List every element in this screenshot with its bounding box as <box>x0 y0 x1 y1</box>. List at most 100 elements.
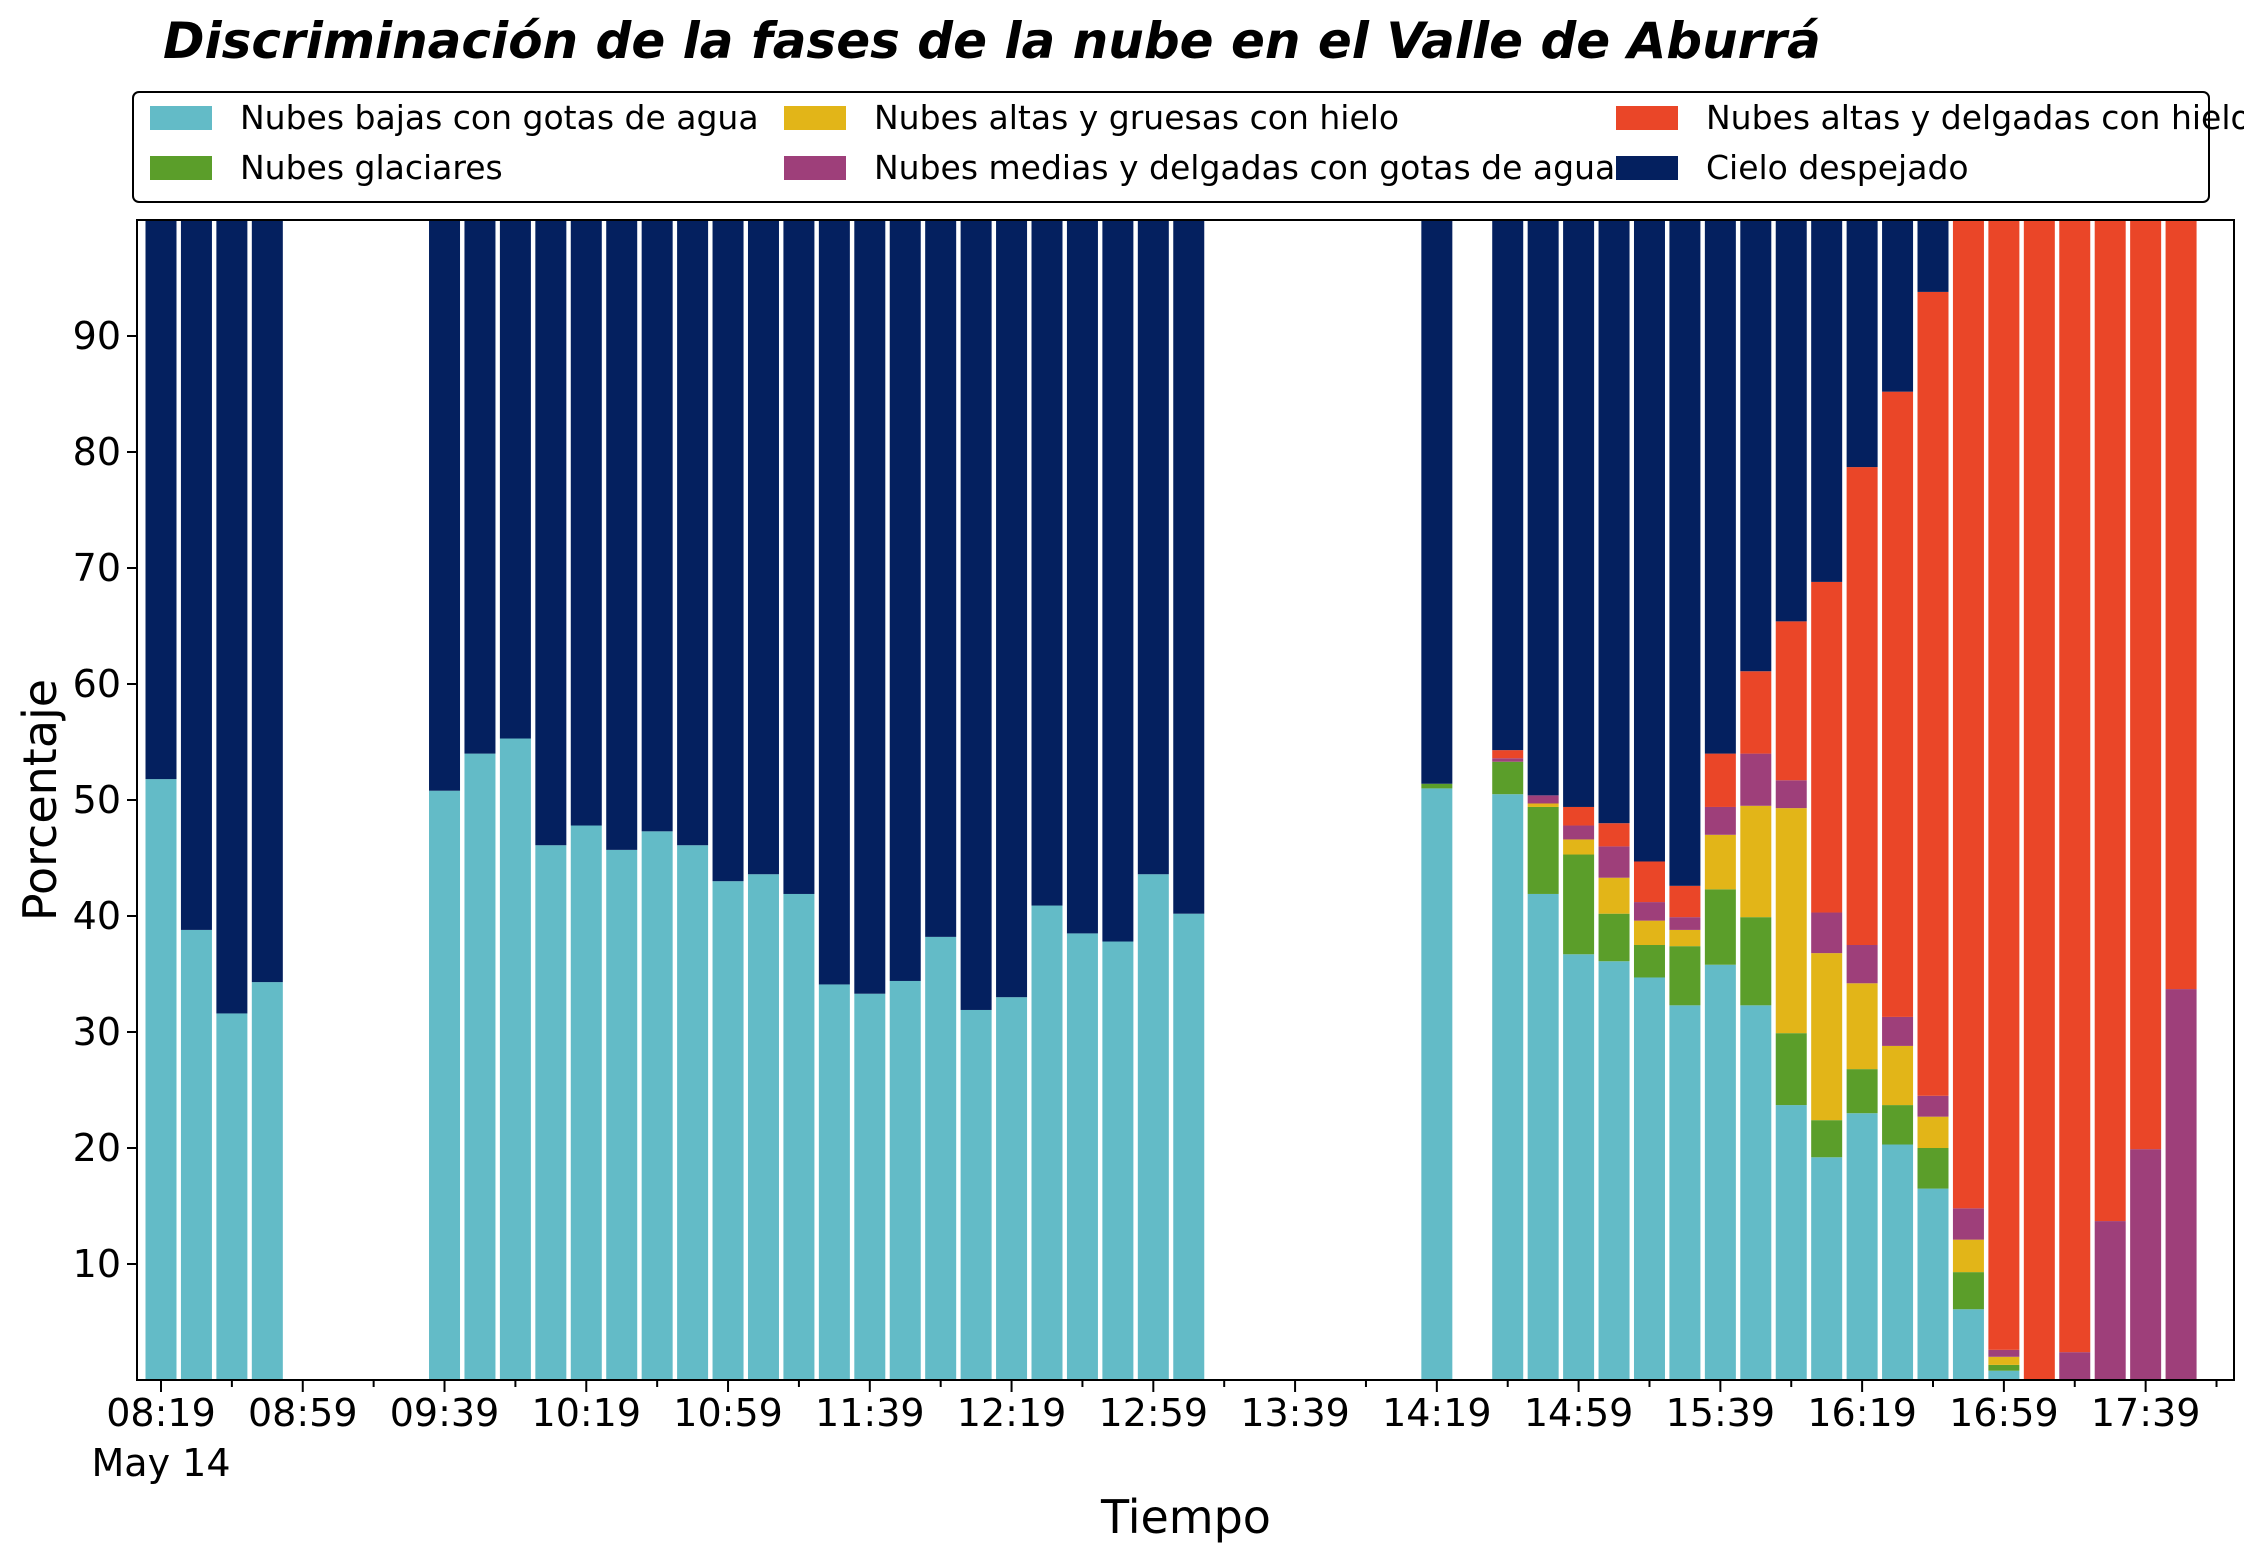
bar-segment-s5-1529 <box>1669 220 1701 886</box>
bar-segment-s0-1239 <box>1066 933 1098 1380</box>
bar-segment-s2-1609 <box>1811 953 1843 1121</box>
bar-segment-s1-1419 <box>1421 783 1453 789</box>
bar-segment-s4-1619 <box>1846 467 1878 945</box>
bar-segment-s4-1729 <box>2094 220 2126 1222</box>
bar-segment-s5-0839 <box>216 220 248 1014</box>
bar-segment-s3-1739 <box>2130 1149 2162 1380</box>
bar-segment-s0-1259 <box>1137 874 1169 1380</box>
bar-segment-s0-1059 <box>712 881 744 1380</box>
bar-segment-s0-1129 <box>818 984 850 1380</box>
bar-segment-s0-1229 <box>1031 905 1063 1380</box>
legend-swatch <box>784 156 846 180</box>
bar-segment-s2-1639 <box>1917 1116 1949 1148</box>
bar-segment-s5-0939 <box>429 220 461 791</box>
bar-segment-s0-1539 <box>1704 964 1736 1380</box>
bar-segment-s4-1639 <box>1917 291 1949 1096</box>
bar-segment-s5-1549 <box>1740 220 1772 672</box>
bar-segment-s1-1509 <box>1598 913 1630 962</box>
bar-segment-s5-1109 <box>747 220 779 875</box>
x-axis-label: Tiempo <box>1100 1490 1271 1544</box>
legend-label: Cielo despejado <box>1706 148 1969 187</box>
x-tick-label: 16:59 <box>1949 1391 2059 1435</box>
y-axis-label: Porcentaje <box>13 679 67 921</box>
bar-segment-s2-1519 <box>1633 920 1665 945</box>
x-tick-label: 14:19 <box>1382 1391 1492 1435</box>
bar-segment-s3-1629 <box>1882 1016 1914 1046</box>
bar-segment-s5-1049 <box>677 220 709 846</box>
bar-segment-s3-1729 <box>2094 1221 2126 1380</box>
x-tick-label: 10:19 <box>532 1391 642 1435</box>
legend-swatch <box>1616 156 1678 180</box>
x-tick-label: 09:39 <box>390 1391 500 1435</box>
bar-segment-s3-1719 <box>2059 1352 2091 1380</box>
bar-segment-s5-1019 <box>570 220 602 826</box>
bar-segment-s0-0839 <box>216 1013 248 1380</box>
bar-segment-s0-1109 <box>747 874 779 1380</box>
x-axis-date-label: May 14 <box>92 1441 231 1485</box>
bar-segment-s4-1459 <box>1563 806 1595 826</box>
bar-segment-s5-1629 <box>1882 220 1914 392</box>
bar-segment-s4-1509 <box>1598 823 1630 847</box>
bar-segment-s5-0949 <box>464 220 496 754</box>
x-tick-label: 16:19 <box>1807 1391 1917 1435</box>
bar-segment-s2-1559 <box>1775 808 1807 1034</box>
bar-segment-s3-1539 <box>1704 806 1736 835</box>
bar-segment-s4-1719 <box>2059 220 2091 1353</box>
bar-segment-s5-1439 <box>1492 220 1524 751</box>
legend-label: Nubes bajas con gotas de agua <box>240 98 759 137</box>
plot-frame <box>136 219 2235 1381</box>
bar-segment-s2-1529 <box>1669 929 1701 947</box>
y-tick-label: 90 <box>73 314 121 358</box>
bar-segment-s5-1609 <box>1811 220 1843 582</box>
x-tick-label: 13:39 <box>1240 1391 1350 1435</box>
y-tick-label: 30 <box>73 1010 121 1054</box>
bar-segment-s5-1259 <box>1137 220 1169 875</box>
bar-segment-s2-1549 <box>1740 805 1772 918</box>
bar-segment-s5-1509 <box>1598 220 1630 824</box>
bar-segment-s0-0829 <box>180 929 212 1380</box>
bar-segment-s0-0949 <box>464 753 496 1380</box>
bar-segment-s4-1659 <box>1988 220 2020 1350</box>
bar-segment-s1-1659 <box>1988 1364 2020 1371</box>
x-tick-label: 08:59 <box>248 1391 358 1435</box>
legend: Nubes bajas con gotas de agua Nubes altas… <box>132 91 2244 203</box>
bar-segment-s0-1609 <box>1811 1157 1843 1380</box>
bar-segment-s0-0939 <box>429 790 461 1380</box>
bar-segment-s4-1739 <box>2130 220 2162 1150</box>
bar-segment-s5-1309 <box>1173 220 1205 914</box>
bar-segment-s4-1629 <box>1882 391 1914 1017</box>
bar-segment-s5-1129 <box>818 220 850 985</box>
bar-segment-s0-1159 <box>925 936 957 1380</box>
bar-segment-s0-1529 <box>1669 1005 1701 1380</box>
bar-segment-s5-1219 <box>996 220 1028 998</box>
bar-segment-s5-1239 <box>1066 220 1098 934</box>
bar-segment-s5-1009 <box>535 220 567 846</box>
legend-swatch <box>150 106 212 130</box>
bars <box>145 220 2197 1380</box>
bar-segment-s5-1519 <box>1633 220 1665 862</box>
y-tick-label: 70 <box>73 546 121 590</box>
bar-segment-s3-1519 <box>1633 902 1665 921</box>
bar-segment-s5-0829 <box>180 220 212 930</box>
bar-segment-s5-1559 <box>1775 220 1807 622</box>
x-tick-label: 08:19 <box>106 1391 216 1435</box>
bar-segment-s0-1549 <box>1740 1005 1772 1380</box>
y-tick-label: 40 <box>73 894 121 938</box>
bar-segment-s0-1009 <box>535 845 567 1380</box>
bar-segment-s1-1559 <box>1775 1033 1807 1106</box>
bar-segment-s5-0959 <box>499 220 531 739</box>
bar-segment-s5-1459 <box>1563 220 1595 807</box>
chart-title: Discriminación de la fases de la nube en… <box>163 12 1821 70</box>
bar-segment-s0-1019 <box>570 825 602 1380</box>
bar-segment-s0-1619 <box>1846 1113 1878 1380</box>
bar-segment-s0-0819 <box>145 779 177 1380</box>
bar-segment-s0-1039 <box>641 831 673 1380</box>
bar-segment-s1-1539 <box>1704 889 1736 965</box>
legend-frame <box>132 91 2210 203</box>
bar-segment-s3-1609 <box>1811 912 1843 954</box>
bar-segment-s0-1139 <box>854 993 886 1380</box>
bar-segment-s3-1649 <box>1952 1208 1984 1240</box>
bar-segment-s4-1549 <box>1740 671 1772 754</box>
bar-segment-s5-1209 <box>960 220 992 1010</box>
bar-segment-s0-1649 <box>1952 1309 1984 1380</box>
